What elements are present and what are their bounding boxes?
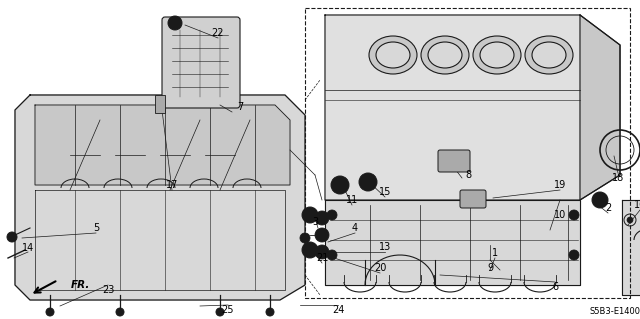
Text: FR.: FR.	[70, 280, 90, 290]
Text: 4: 4	[352, 223, 358, 233]
Text: 13: 13	[379, 242, 391, 252]
Circle shape	[359, 173, 377, 191]
FancyBboxPatch shape	[438, 150, 470, 172]
Circle shape	[331, 176, 349, 194]
Ellipse shape	[369, 36, 417, 74]
Ellipse shape	[525, 36, 573, 74]
Circle shape	[596, 196, 604, 204]
Circle shape	[168, 16, 182, 30]
Circle shape	[302, 207, 318, 223]
Text: 24: 24	[332, 305, 344, 315]
Text: 1: 1	[492, 248, 498, 258]
Polygon shape	[325, 15, 620, 200]
Text: 17: 17	[166, 180, 178, 190]
Text: 18: 18	[612, 173, 624, 183]
Circle shape	[46, 308, 54, 316]
Circle shape	[116, 308, 124, 316]
Ellipse shape	[428, 42, 462, 68]
Circle shape	[363, 177, 373, 187]
Bar	[155, 95, 165, 113]
Text: 10: 10	[554, 210, 566, 220]
Text: S5B3-E1400: S5B3-E1400	[589, 308, 640, 316]
Ellipse shape	[376, 42, 410, 68]
FancyBboxPatch shape	[162, 17, 240, 108]
Text: 6: 6	[552, 282, 558, 292]
Ellipse shape	[532, 42, 566, 68]
Circle shape	[335, 180, 345, 190]
Text: 22: 22	[212, 28, 224, 38]
Ellipse shape	[421, 36, 469, 74]
Circle shape	[569, 210, 579, 220]
Circle shape	[315, 245, 329, 259]
Text: 8: 8	[465, 170, 471, 180]
Polygon shape	[622, 200, 640, 295]
Text: 7: 7	[237, 102, 243, 112]
Text: 16: 16	[634, 200, 640, 210]
Text: 23: 23	[102, 285, 114, 295]
Text: 25: 25	[221, 305, 234, 315]
Bar	[305, 8, 630, 298]
Circle shape	[266, 308, 274, 316]
Text: 19: 19	[554, 180, 566, 190]
Text: 20: 20	[374, 263, 386, 273]
Circle shape	[7, 232, 17, 242]
Circle shape	[315, 211, 329, 225]
Polygon shape	[325, 200, 580, 285]
Text: 11: 11	[346, 195, 358, 205]
Circle shape	[327, 250, 337, 260]
Text: 15: 15	[379, 187, 391, 197]
Circle shape	[327, 210, 337, 220]
Circle shape	[300, 233, 310, 243]
FancyBboxPatch shape	[460, 190, 486, 208]
Circle shape	[306, 246, 314, 254]
Circle shape	[592, 192, 608, 208]
Polygon shape	[580, 15, 620, 200]
Circle shape	[216, 308, 224, 316]
Circle shape	[569, 250, 579, 260]
Polygon shape	[15, 95, 305, 300]
Text: 14: 14	[22, 243, 34, 253]
Text: 5: 5	[93, 223, 99, 233]
Circle shape	[315, 228, 329, 242]
Ellipse shape	[480, 42, 514, 68]
Ellipse shape	[473, 36, 521, 74]
Circle shape	[306, 211, 314, 219]
Text: 3: 3	[312, 217, 318, 227]
Circle shape	[627, 217, 633, 223]
Text: 2: 2	[605, 203, 611, 213]
Polygon shape	[35, 105, 290, 185]
Text: 9: 9	[487, 263, 493, 273]
Circle shape	[302, 242, 318, 258]
Text: 21: 21	[316, 253, 328, 263]
